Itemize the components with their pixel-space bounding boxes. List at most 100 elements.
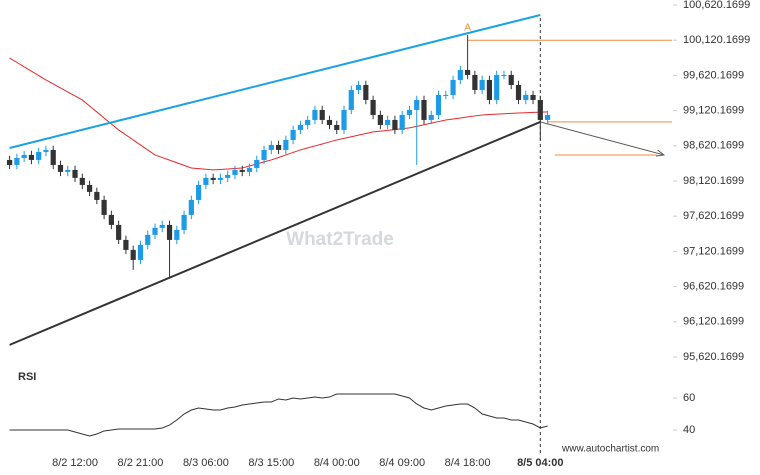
- candle-body: [116, 224, 122, 240]
- y-tick-label: 100,620.1699: [683, 0, 750, 11]
- candle-body: [225, 174, 231, 178]
- candle-body: [261, 149, 267, 160]
- candle-body: [421, 99, 427, 120]
- y-tick-label: 98,120.1699: [683, 175, 744, 187]
- pattern-label: A: [464, 23, 471, 34]
- candle-body: [377, 114, 383, 125]
- candle-body: [123, 239, 129, 250]
- candle-body: [196, 184, 202, 200]
- y-tick-label: 97,120.1699: [683, 245, 744, 257]
- candle-body: [406, 109, 413, 115]
- candle-body: [305, 119, 311, 125]
- candle-body: [508, 74, 514, 85]
- y-tick-label: 97,620.1699: [683, 210, 744, 222]
- candle-body: [7, 159, 13, 165]
- candle-body: [239, 169, 245, 172]
- candle-body: [137, 244, 144, 260]
- candle-body: [57, 164, 64, 172]
- candle-body: [479, 79, 485, 90]
- y-tick-label: 100,120.1699: [683, 34, 750, 46]
- candle-body: [515, 84, 522, 100]
- candle-body: [392, 119, 398, 130]
- y-tick-label: 96,620.1699: [683, 280, 744, 292]
- x-tick-label: 8/3 06:00: [183, 457, 229, 469]
- candle-body: [414, 99, 420, 110]
- candle-body: [43, 149, 49, 152]
- candle-body: [246, 167, 253, 172]
- candle-body: [232, 169, 238, 175]
- candle-body: [254, 159, 260, 168]
- candle-body: [472, 74, 478, 90]
- candle-body: [530, 94, 536, 100]
- rsi-tick-label: 40: [683, 424, 695, 436]
- candle-body: [494, 74, 500, 100]
- candle-body: [443, 94, 449, 96]
- candle-body: [283, 139, 289, 150]
- candle-body: [50, 149, 56, 165]
- candle-body: [203, 177, 209, 185]
- trendline: [9, 14, 541, 149]
- candle-body: [290, 129, 296, 140]
- forecast-arrow: [540, 121, 665, 156]
- candle-body: [86, 184, 93, 192]
- candle-body: [544, 114, 551, 120]
- rsi-tick-label: 60: [683, 392, 695, 404]
- candle-body: [312, 109, 318, 120]
- candle-body: [465, 69, 471, 75]
- x-tick-label: 8/4 09:00: [379, 457, 425, 469]
- candle-body: [174, 229, 180, 240]
- candle-body: [217, 177, 224, 180]
- candle-body: [181, 214, 187, 230]
- y-tick-label: 99,620.1699: [683, 69, 744, 81]
- candle-body: [537, 99, 543, 120]
- rsi-title: RSI: [18, 371, 36, 383]
- candle-body: [188, 199, 194, 215]
- y-tick-label: 96,120.1699: [683, 316, 744, 328]
- candle-body: [159, 224, 165, 228]
- candle-body: [65, 169, 71, 172]
- candle-body: [355, 84, 362, 90]
- y-tick-label: 99,120.1699: [683, 104, 744, 116]
- candle-body: [348, 89, 354, 110]
- candle-body: [152, 227, 158, 235]
- x-tick-label: 8/3 15:00: [248, 457, 294, 469]
- candle-body: [334, 124, 340, 130]
- candle-body: [275, 144, 282, 150]
- arrow-head: [655, 149, 666, 157]
- watermark: What2Trade: [286, 229, 394, 250]
- candle-body: [268, 144, 274, 150]
- candle-body: [297, 124, 303, 130]
- candle-body: [399, 114, 405, 130]
- candle-body: [36, 151, 42, 160]
- candle-body: [101, 199, 107, 215]
- candle-body: [14, 157, 20, 165]
- candle-body: [523, 94, 529, 100]
- candle-body: [363, 84, 369, 100]
- candle-body: [501, 74, 507, 76]
- y-tick-label: 98,620.1699: [683, 140, 744, 152]
- candle-body: [326, 119, 333, 125]
- source: www.autochartist.com: [561, 444, 659, 455]
- candle-body: [145, 234, 151, 245]
- candle-body: [72, 169, 78, 178]
- rsi-line: [9, 393, 548, 437]
- candle-body: [108, 214, 114, 225]
- candle-body: [457, 69, 463, 80]
- candle-body: [130, 249, 136, 260]
- x-tick-label: 8/5 04:00: [517, 457, 563, 469]
- candle-body: [21, 154, 27, 158]
- x-tick-label: 8/2 21:00: [118, 457, 164, 469]
- x-tick-label: 8/4 00:00: [314, 457, 360, 469]
- moving-average: [9, 57, 548, 171]
- candle-body: [450, 79, 456, 95]
- candle-body: [28, 154, 35, 160]
- candle-body: [341, 109, 347, 130]
- candle-body: [319, 109, 325, 120]
- candle-body: [370, 99, 376, 115]
- candle-body: [385, 119, 391, 125]
- trendline: [9, 121, 541, 346]
- x-tick-label: 8/2 12:00: [52, 457, 98, 469]
- x-tick-label: 8/4 18:00: [445, 457, 491, 469]
- candle-body: [210, 177, 216, 180]
- candle-body: [486, 79, 493, 100]
